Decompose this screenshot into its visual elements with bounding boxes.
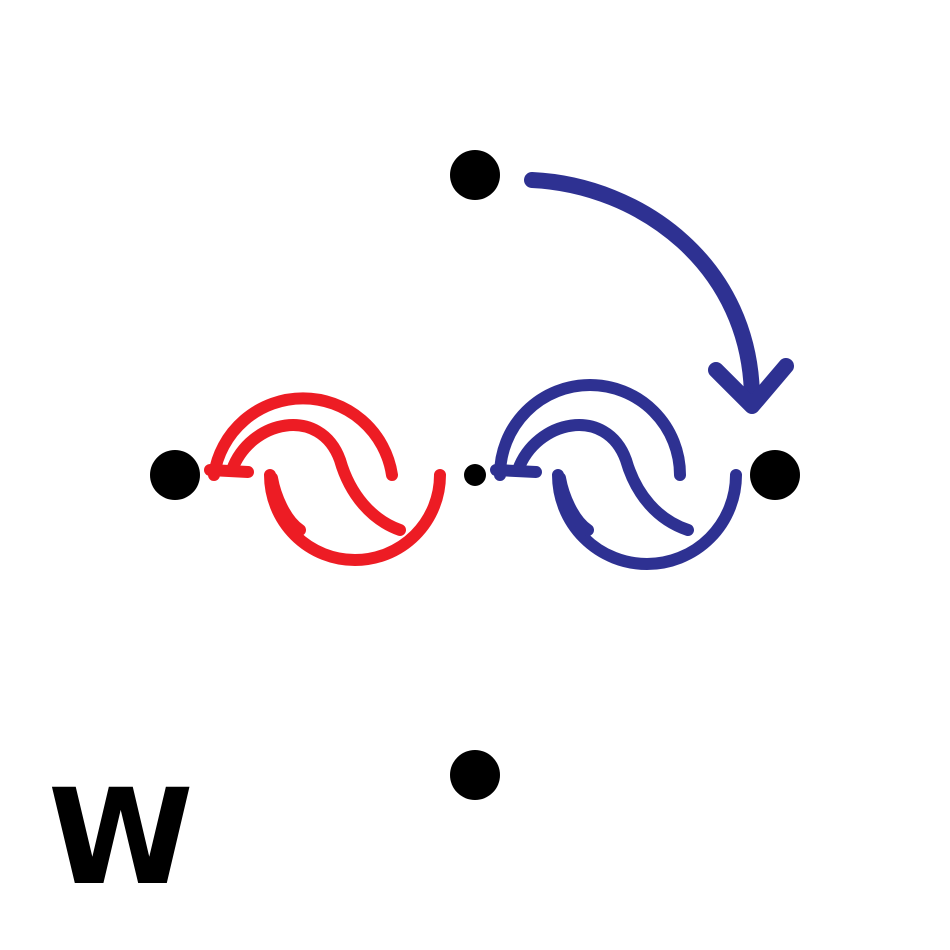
clockwise-arrow <box>524 172 794 414</box>
dot-left <box>150 450 200 500</box>
dot-bottom <box>450 750 500 800</box>
arrow-head <box>708 358 794 414</box>
corner-letter-label: W <box>48 761 194 915</box>
blue-wave <box>490 379 742 570</box>
dot-right <box>750 450 800 500</box>
red-wave <box>204 392 446 566</box>
arrow-shaft <box>524 172 760 408</box>
dot-center <box>464 464 486 486</box>
dot-top <box>450 150 500 200</box>
